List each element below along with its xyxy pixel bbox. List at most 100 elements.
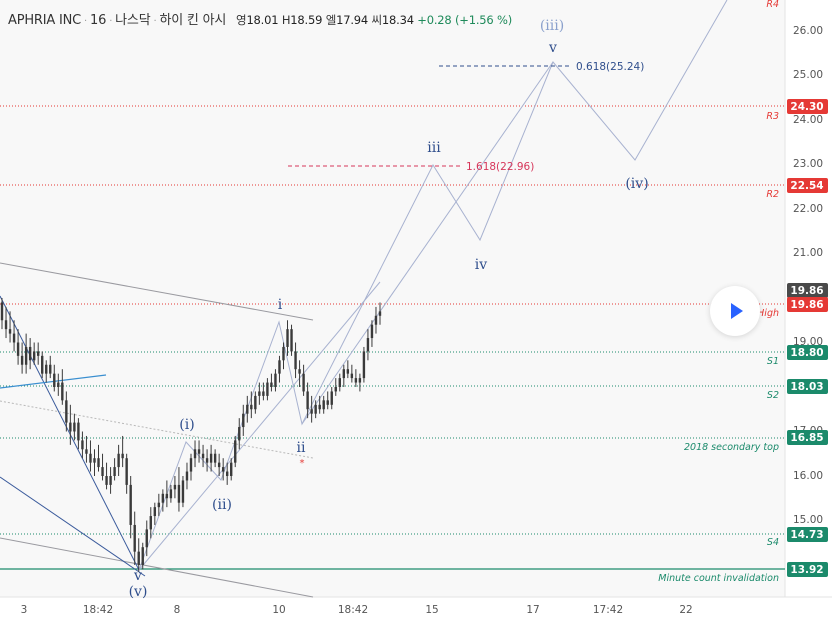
candle-body (12, 333, 16, 343)
wave-label-v: v (133, 568, 142, 584)
price-tag-secondary-top-text: 16.85 (790, 432, 823, 444)
trendline-drop (0, 295, 140, 571)
candle-body (209, 453, 213, 463)
signal-marker-asterisk: * (300, 458, 305, 469)
candle-body (286, 329, 289, 347)
x-tick-label: 10 (272, 604, 285, 616)
candle-body (330, 391, 333, 405)
change-percent: (+1.56 %) (455, 13, 513, 27)
symbol-name[interactable]: APHRIA INC (8, 13, 82, 28)
candle-body (16, 342, 20, 356)
candle-body (53, 373, 56, 387)
price-tag-last-text: 19.86 (790, 285, 823, 297)
chart-header: APHRIA INC · 16 · 나스닥 · 하이 킨 아시 영18.01 H18.59 … (8, 9, 512, 28)
interval[interactable]: 16 (90, 13, 107, 28)
candle-body (258, 391, 261, 396)
candle-body (137, 551, 140, 565)
price-level-lines (0, 105, 785, 570)
candle-body (326, 400, 329, 405)
price-tag-r3-text: 24.30 (790, 101, 823, 113)
candle-body (221, 467, 225, 472)
price-tag-invalidation (787, 562, 828, 577)
level-label-s4: S4 (767, 537, 779, 548)
y-tick-label: 22.00 (793, 203, 823, 215)
candle-body (28, 346, 32, 361)
candle-body (366, 338, 370, 352)
candle-body (93, 458, 96, 463)
price-tag-r2 (787, 178, 828, 193)
y-tick-label: 15.00 (793, 514, 823, 526)
candle-body (61, 382, 64, 401)
open-value: 18.01 (246, 13, 279, 27)
fib-label-0618: 0.618(25.24) (576, 61, 644, 73)
y-tick-label: 24.00 (793, 114, 823, 126)
candle-body (97, 458, 100, 468)
level-label-secondary-top: 2018 secondary top (684, 442, 779, 453)
x-tick-label: 15 (425, 604, 438, 616)
fib-levels: 1.618(22.96) 0.618(25.24) (288, 61, 644, 173)
candle-body (362, 351, 366, 379)
price-tags: 24.30 22.54 19.86 19.86 18.80 18.03 16.8… (787, 99, 828, 577)
price-tag-r2-text: 22.54 (790, 180, 823, 192)
candle-body (57, 382, 60, 387)
header-separator: · (84, 16, 88, 27)
candle-body (290, 329, 293, 352)
trendlines[interactable] (0, 262, 381, 598)
price-tag-s4-text: 14.73 (790, 529, 823, 541)
level-label-s2: S2 (767, 390, 779, 401)
x-tick-labels: 3 18:42 8 10 18:42 15 17 17:42 22 (21, 604, 693, 616)
wave-label-v-paren: (v) (129, 584, 148, 600)
candle-body (250, 404, 253, 410)
candle-body (294, 351, 297, 370)
candle-body (157, 502, 161, 508)
high-value: 18.59 (290, 13, 323, 27)
candle-body (282, 346, 285, 361)
candle-body (234, 440, 237, 463)
candle-body (24, 346, 28, 365)
candle-body (173, 484, 177, 490)
price-tag-r3 (787, 99, 828, 114)
candle-body (89, 453, 92, 463)
candle-body (378, 311, 382, 316)
wave-label-iii: iii (427, 140, 441, 156)
wave-label-iii-paren: (iii) (540, 18, 564, 34)
change-value: +0.28 (417, 13, 452, 27)
header-separator: · (153, 16, 157, 27)
candle-body (225, 471, 229, 476)
wave-label-i-paren: (i) (179, 417, 194, 433)
wave-label-i: i (278, 297, 283, 313)
candle-body (197, 449, 201, 454)
open-label: 영 (236, 13, 247, 27)
header-separator: · (109, 16, 113, 27)
trendline-lower (0, 537, 314, 598)
candle-body (374, 315, 378, 325)
candle-body (278, 360, 281, 374)
candle-body (185, 471, 189, 481)
candle-body (354, 378, 358, 383)
play-button[interactable] (710, 286, 760, 336)
price-tag-secondary-top (787, 430, 828, 445)
x-tick-label: 18:42 (83, 604, 113, 616)
candle-body (358, 378, 362, 383)
level-label-high: High (757, 308, 779, 319)
candle-body (318, 404, 321, 410)
candle-body (274, 373, 277, 387)
price-tag-s4 (787, 527, 828, 542)
price-tag-s1 (787, 345, 828, 360)
wave-path-alt (301, 61, 554, 425)
candle-body (302, 373, 305, 392)
ohlc-values: 영18.01 H18.59 엘17.94 씨18.34 +0.28 (+1.56… (236, 13, 512, 27)
price-tag-high-text: 19.86 (790, 299, 823, 311)
candle-body (81, 440, 84, 450)
x-tick-label: 8 (174, 604, 181, 616)
trendline-upper (0, 262, 314, 321)
time-scale[interactable] (0, 597, 832, 622)
candle-body (270, 382, 273, 387)
x-tick-label: 18:42 (338, 604, 368, 616)
candle-body (153, 507, 157, 517)
candle-body (161, 493, 165, 503)
candle-body (45, 364, 48, 374)
price-tag-high (787, 297, 828, 312)
